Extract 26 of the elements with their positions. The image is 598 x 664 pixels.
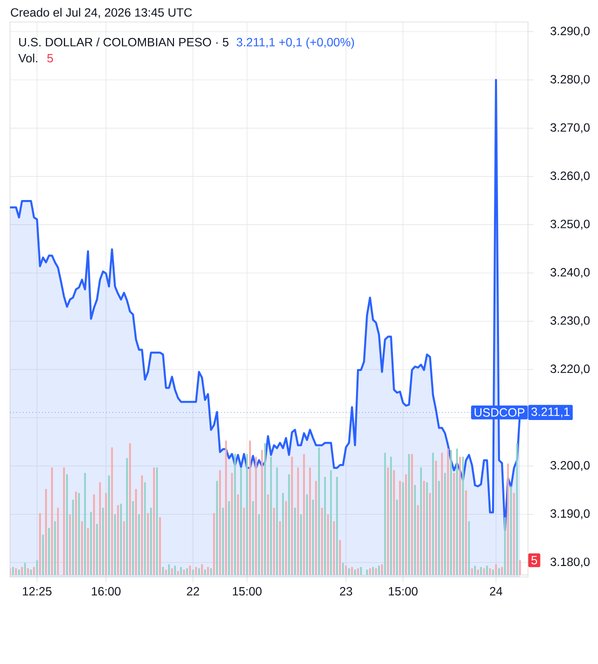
- x-tick-label: 23: [340, 587, 352, 596]
- x-tick-label: 22: [186, 587, 200, 596]
- y-tick-label: 3.230,0: [550, 316, 590, 326]
- y-tick-label: 3.260,0: [550, 171, 590, 182]
- chart-title: Vol.: [18, 54, 38, 62]
- ref-line-label: USDCOP: [474, 408, 524, 417]
- y-tick-label: 3.190,0: [550, 509, 590, 520]
- y-tick-label: 3.280,0: [550, 74, 590, 85]
- text: 3.211,1: [531, 407, 570, 418]
- text: Creado el Jul 24, 2026 13:45 UTC: [10, 8, 192, 18]
- x-tick-label: 15:00: [232, 587, 262, 596]
- y-tick-label: 3.220,0: [550, 364, 590, 374]
- x-tick-label: 15:00: [388, 587, 418, 596]
- y-tick-label: 3.270,0: [550, 123, 590, 134]
- text: 5: [531, 556, 538, 564]
- x-tick-label: 16:00: [92, 587, 121, 596]
- y-tick-label: 3.290,0: [550, 26, 590, 37]
- y-tick-label: 3.200,0: [550, 461, 590, 471]
- y-tick-label: 3.250,0: [550, 220, 590, 230]
- y-tick-label: 3.240,0: [550, 268, 590, 278]
- text: U.S. DOLLAR / COLOMBIAN PESO · 5: [19, 38, 228, 46]
- x-tick-label: 24: [490, 587, 502, 596]
- y-tick-label: 3.180,0: [550, 558, 590, 568]
- text: 3.211,1 +0,1 (+0,00%): [236, 38, 354, 49]
- x-tick-label: 12:25: [22, 587, 52, 596]
- annotation: 5: [47, 54, 53, 62]
